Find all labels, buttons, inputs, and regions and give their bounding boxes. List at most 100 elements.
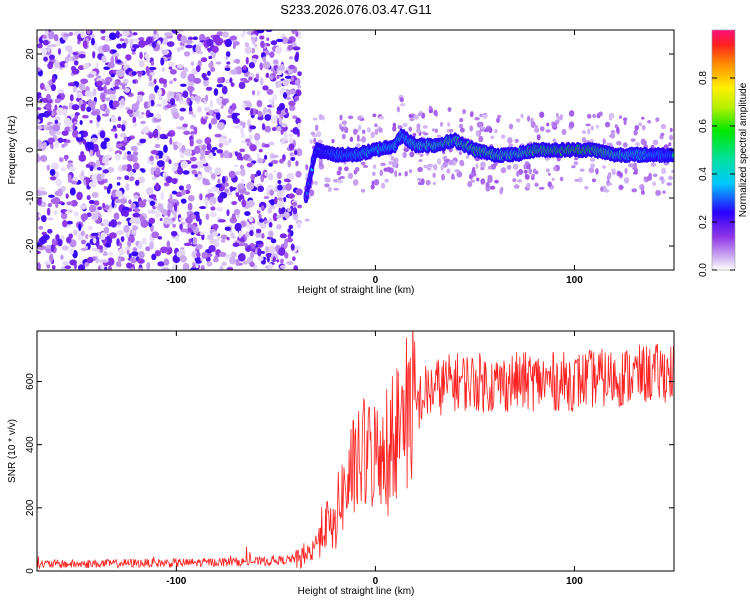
noise-speck bbox=[135, 216, 141, 225]
noise-speck bbox=[217, 77, 224, 84]
noise-speck bbox=[131, 71, 137, 76]
noise-speck bbox=[130, 202, 136, 209]
noise-speck bbox=[125, 54, 132, 61]
noise-speck bbox=[244, 243, 248, 248]
noise-speck bbox=[167, 209, 171, 217]
y-tick-label: 10 bbox=[25, 96, 36, 108]
noise-speck bbox=[267, 184, 274, 190]
noise-speck bbox=[103, 85, 107, 92]
noise-speck bbox=[610, 132, 616, 139]
noise-speck bbox=[156, 103, 163, 107]
noise-speck bbox=[96, 245, 104, 250]
noise-speck bbox=[116, 221, 122, 225]
noise-speck bbox=[47, 217, 54, 221]
noise-speck bbox=[268, 162, 273, 167]
noise-speck bbox=[203, 182, 211, 186]
noise-speck bbox=[39, 82, 45, 90]
noise-speck bbox=[396, 106, 401, 113]
snr-panel: -100 0 100 0 200 400 600 Height of straight li… bbox=[7, 330, 675, 597]
noise-speck bbox=[602, 165, 606, 169]
noise-speck bbox=[668, 175, 673, 181]
noise-speck bbox=[172, 111, 180, 120]
noise-speck bbox=[124, 246, 131, 251]
noise-speck bbox=[295, 170, 302, 178]
noise-speck bbox=[72, 123, 76, 130]
noise-speck bbox=[124, 58, 128, 66]
noise-speck bbox=[238, 230, 242, 239]
noise-speck bbox=[105, 242, 112, 248]
noise-speck bbox=[318, 158, 323, 162]
noise-speck bbox=[507, 137, 513, 144]
noise-speck bbox=[631, 188, 638, 193]
noise-speck bbox=[423, 164, 429, 169]
colorbar: 0.0 0.2 0.4 0.6 0.8 Normalized spectral ampl… bbox=[698, 29, 749, 277]
noise-speck bbox=[116, 181, 121, 186]
noise-speck bbox=[141, 111, 145, 115]
noise-speck bbox=[183, 51, 191, 57]
noise-speck bbox=[416, 123, 421, 130]
noise-speck bbox=[37, 153, 40, 162]
noise-speck bbox=[247, 157, 253, 162]
noise-speck bbox=[216, 84, 224, 88]
noise-speck bbox=[608, 112, 615, 119]
noise-speck bbox=[206, 143, 212, 151]
noise-speck bbox=[37, 67, 42, 72]
noise-speck bbox=[137, 258, 145, 264]
noise-speck bbox=[100, 30, 106, 34]
noise-speck bbox=[425, 179, 431, 186]
noise-speck bbox=[338, 166, 343, 172]
noise-speck bbox=[422, 125, 428, 129]
noise-speck bbox=[148, 217, 156, 225]
noise-speck bbox=[155, 154, 160, 160]
noise-speck bbox=[248, 134, 253, 140]
noise-speck bbox=[500, 167, 507, 174]
snr-ylabel: SNR (10 * v/v) bbox=[7, 419, 18, 483]
noise-speck bbox=[288, 137, 294, 144]
noise-speck bbox=[268, 230, 274, 238]
noise-speck bbox=[69, 94, 74, 102]
noise-speck bbox=[152, 129, 159, 139]
noise-speck bbox=[180, 70, 187, 79]
noise-speck bbox=[211, 45, 219, 53]
noise-speck bbox=[64, 154, 68, 162]
noise-speck bbox=[112, 86, 120, 90]
noise-speck bbox=[123, 78, 129, 84]
noise-speck bbox=[399, 103, 406, 107]
noise-speck bbox=[64, 210, 72, 215]
noise-speck bbox=[432, 182, 437, 186]
noise-speck bbox=[295, 188, 303, 196]
noise-speck bbox=[660, 167, 667, 175]
noise-speck bbox=[185, 44, 194, 49]
noise-speck bbox=[231, 102, 236, 111]
noise-speck bbox=[204, 199, 209, 208]
noise-speck bbox=[635, 141, 640, 147]
noise-speck bbox=[134, 179, 140, 186]
noise-speck bbox=[500, 134, 506, 139]
noise-speck bbox=[148, 112, 154, 118]
noise-speck bbox=[277, 179, 282, 185]
noise-speck bbox=[352, 128, 358, 135]
noise-speck bbox=[133, 194, 139, 200]
noise-speck bbox=[80, 78, 89, 84]
noise-speck bbox=[238, 81, 246, 90]
noise-speck bbox=[132, 162, 140, 170]
noise-speck bbox=[318, 161, 323, 167]
noise-speck bbox=[454, 169, 461, 173]
noise-speck bbox=[169, 137, 173, 145]
noise-speck bbox=[210, 206, 216, 211]
noise-speck bbox=[490, 163, 497, 170]
noise-speck bbox=[176, 166, 181, 172]
noise-speck bbox=[45, 84, 51, 92]
noise-speck bbox=[209, 201, 214, 206]
noise-speck bbox=[647, 119, 652, 124]
noise-speck bbox=[115, 261, 121, 267]
noise-speck bbox=[418, 159, 423, 163]
noise-speck bbox=[279, 158, 284, 164]
noise-speck bbox=[211, 231, 219, 237]
noise-speck bbox=[281, 36, 289, 44]
noise-speck bbox=[475, 163, 479, 170]
noise-speck bbox=[116, 123, 122, 129]
noise-speck bbox=[119, 198, 128, 204]
noise-speck bbox=[441, 173, 446, 181]
noise-speck bbox=[101, 113, 110, 117]
